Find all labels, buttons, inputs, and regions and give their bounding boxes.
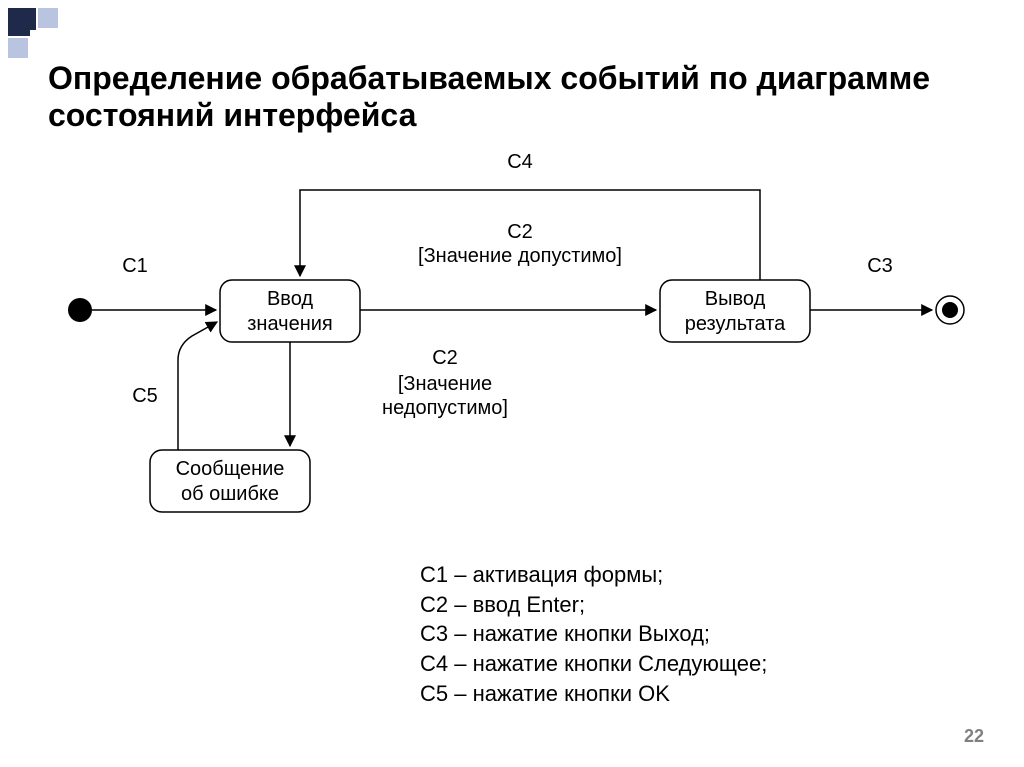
legend-item-c5: С5 – нажатие кнопки OK: [420, 679, 767, 709]
edge-c2-ok-label: С2: [507, 221, 533, 243]
legend-item-c1: С1 – активация формы;: [420, 560, 767, 590]
state-error: Сообщение об ошибке: [150, 450, 310, 512]
slide-title: Определение обрабатываемых событий по ди…: [48, 60, 976, 134]
state-input-label-2: значения: [247, 313, 333, 335]
corner-decoration-icon: [8, 8, 68, 68]
legend-item-c4: С4 – нажатие кнопки Следующее;: [420, 649, 767, 679]
edge-c1-label: С1: [122, 255, 148, 277]
state-output-label-1: Вывод: [705, 288, 766, 310]
edge-c5: [178, 322, 217, 450]
edge-c2-bad-guard-2: недопустимо]: [382, 397, 508, 419]
legend-item-c2: С2 – ввод Enter;: [420, 590, 767, 620]
edge-c3-label: С3: [867, 255, 893, 277]
state-output: Вывод результата: [660, 280, 810, 342]
state-input: Ввод значения: [220, 280, 360, 342]
page-number: 22: [964, 726, 984, 747]
edge-c5-label: С5: [132, 385, 158, 407]
state-output-label-2: результата: [685, 313, 786, 335]
state-diagram: Ввод значения Вывод результата Сообщение…: [0, 150, 1024, 550]
final-state-icon: [936, 296, 964, 324]
state-input-label-1: Ввод: [267, 288, 313, 310]
state-error-label-1: Сообщение: [176, 458, 285, 480]
edge-c2-bad-guard-1: [Значение: [398, 373, 492, 395]
edge-c2-ok-guard: [Значение допустимо]: [418, 245, 622, 267]
initial-state-icon: [68, 298, 92, 322]
state-error-label-2: об ошибке: [181, 483, 279, 505]
legend-item-c3: С3 – нажатие кнопки Выход;: [420, 619, 767, 649]
edge-c4-label: С4: [507, 151, 533, 173]
legend: С1 – активация формы; С2 – ввод Enter; С…: [420, 560, 767, 708]
edge-c2-bad-label: С2: [432, 347, 458, 369]
